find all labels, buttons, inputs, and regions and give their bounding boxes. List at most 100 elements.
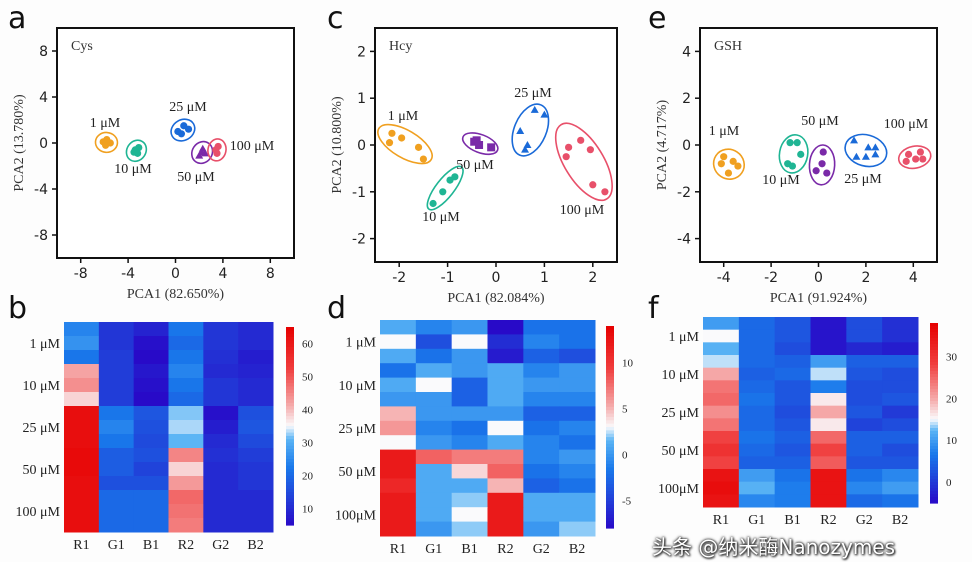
colorbar-segment [930, 467, 938, 471]
heatmap-cell [380, 334, 417, 350]
colorbar-segment [930, 332, 938, 336]
heatmap-cell [64, 504, 100, 519]
colorbar-segment [930, 440, 938, 444]
heatmap-cell [738, 393, 776, 407]
heatmap-cell [451, 348, 488, 364]
colorbar-segment [606, 400, 614, 405]
heatmap-cell [882, 443, 919, 457]
heatmap-cell [810, 317, 847, 331]
heatmap-cell [238, 434, 274, 449]
colorbar-segment [286, 435, 294, 440]
heatmap-cell [133, 420, 169, 435]
colorbar-tick-label: 20 [302, 471, 314, 483]
data-point-circle [214, 142, 222, 151]
colorbar-segment [930, 380, 938, 384]
heatmap-cell [487, 478, 524, 494]
colorbar-segment [930, 494, 938, 498]
heatmap-cell [203, 448, 239, 463]
colorbar-segment [286, 465, 294, 470]
panel-letter-c: c [327, 1, 344, 36]
colorbar-segment [930, 362, 938, 366]
scatter-plot-c: -2 -1 0 1 2 2 1 0 -1 -2 PCA1 (82.084%) PCA2 (10.800… [330, 27, 618, 306]
y-tick-label: 4 [39, 90, 48, 106]
heatmap-cell [98, 406, 135, 421]
colorbar-segment [606, 507, 614, 512]
heatmap-cell [451, 377, 488, 393]
colorbar-segment [930, 476, 938, 480]
cluster-ellipse [94, 131, 119, 154]
colorbar-segment [606, 517, 614, 522]
heatmap-cell [133, 434, 169, 449]
heatmap-cell [774, 481, 811, 495]
colorbar-segment [606, 342, 614, 347]
data-point-circle [729, 157, 737, 165]
colorbar-segment [930, 401, 938, 405]
heatmap-cell [738, 469, 776, 483]
colorbar-tick-label: -5 [622, 495, 632, 507]
heatmap-cell [523, 392, 560, 407]
heatmap-cell [703, 456, 740, 470]
data-point-circle [562, 153, 570, 161]
heatmap-cell [703, 431, 740, 445]
heatmap-cell [882, 355, 919, 369]
heatmap-cell [451, 521, 488, 537]
colorbar-segment [930, 479, 938, 483]
heatmap-cell [487, 377, 524, 393]
heatmap-cell [882, 380, 919, 394]
heatmap-cell [882, 405, 919, 419]
data-point-circle [919, 155, 927, 163]
heatmap-cell [810, 329, 847, 343]
heatmap-cell [415, 377, 453, 393]
colorbar-segment [606, 440, 614, 445]
colorbar-segment [286, 350, 294, 354]
heatmap-cell [703, 355, 740, 369]
heatmap-cell [487, 521, 524, 537]
colorbar-segment [606, 366, 614, 371]
cluster-ellipse [170, 118, 196, 142]
colorbar-segment [606, 416, 614, 421]
colorbar-tick-label: 10 [622, 358, 634, 370]
colorbar-segment [286, 406, 294, 411]
colorbar-segment [930, 404, 938, 408]
heatmap-d: R1 G1 B1 R2 G2 B2 1 μM 10 μM 25 μM 50 μM 100μM 10 5 0… [335, 320, 634, 557]
heatmap-cell [64, 420, 100, 435]
colorbar-segment [930, 335, 938, 339]
row-label: 1 μM [346, 336, 377, 351]
data-point-circle [577, 136, 585, 144]
cluster-ellipse [778, 134, 809, 174]
cluster-label: 1 μM [388, 109, 419, 124]
heatmap-cell [168, 504, 204, 519]
data-point-circle [717, 160, 725, 168]
heatmap-cell [487, 435, 524, 451]
heatmap-cell [380, 392, 417, 407]
cluster-label: 1 μM [709, 124, 740, 139]
data-point-circle [724, 169, 733, 177]
heatmap-cell [168, 392, 204, 407]
cluster-ellipse [712, 148, 746, 180]
heatmap-cell [380, 449, 417, 465]
heatmap-cell [98, 364, 135, 379]
heatmap-cell [203, 490, 239, 505]
heatmap-cell [98, 336, 135, 351]
colorbar-segment [606, 396, 614, 401]
colorbar-segment [930, 365, 938, 369]
heatmap-cell [487, 320, 524, 335]
column-label: B1 [784, 513, 800, 528]
colorbar-segment [930, 449, 938, 453]
heatmap-cell [882, 342, 919, 356]
column-label: G2 [856, 513, 873, 528]
heatmap-cell [559, 478, 596, 494]
colorbar-segment [286, 511, 294, 516]
heatmap-cell [238, 448, 274, 463]
heatmap-cell [64, 322, 100, 337]
x-tick-label: 2 [861, 270, 870, 286]
heatmap-cell [774, 367, 811, 381]
colorbar-segment [286, 353, 294, 358]
data-point-circle [797, 150, 805, 158]
data-point-square [472, 136, 481, 145]
heatmap-cell [523, 320, 560, 335]
heatmap-cell [238, 364, 274, 379]
heatmap-cell [380, 363, 417, 379]
colorbar-segment [930, 488, 938, 492]
